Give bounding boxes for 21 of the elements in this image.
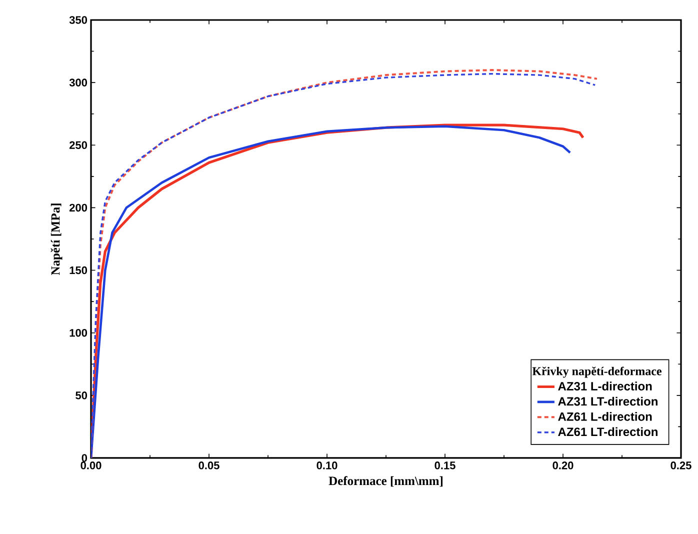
x-tick-label: 0.20 <box>552 462 574 470</box>
x-tick-label: 0.25 <box>670 462 692 470</box>
y-tick-label: 300 <box>69 78 88 86</box>
y-tick-label: 150 <box>70 266 88 274</box>
legend-label: AZ61 L-direction <box>558 412 652 421</box>
legend-label: AZ31 LT-direction <box>558 396 658 406</box>
y-axis-title: Napětí [MPa] <box>50 204 62 276</box>
x-tick-label: 0.00 <box>80 462 102 470</box>
x-axis-title: Deformace [mm\mm] <box>328 476 442 487</box>
y-tick-label: 200 <box>69 204 88 212</box>
legend-title: Křivky napětí-deformace <box>532 366 662 378</box>
y-tick-label: 250 <box>69 141 88 150</box>
y-tick-label: 50 <box>76 392 88 400</box>
y-tick-label: 350 <box>69 16 88 24</box>
y-tick-label: 0 <box>82 454 88 462</box>
y-tick-label: 100 <box>70 328 88 337</box>
legend-label: AZ31 L-direction <box>558 382 652 390</box>
x-tick-label: 0.10 <box>316 462 338 470</box>
legend-label: AZ61 LT-direction <box>558 427 658 436</box>
x-tick-label: 0.05 <box>198 462 220 470</box>
x-tick-label: 0.15 <box>434 462 456 470</box>
